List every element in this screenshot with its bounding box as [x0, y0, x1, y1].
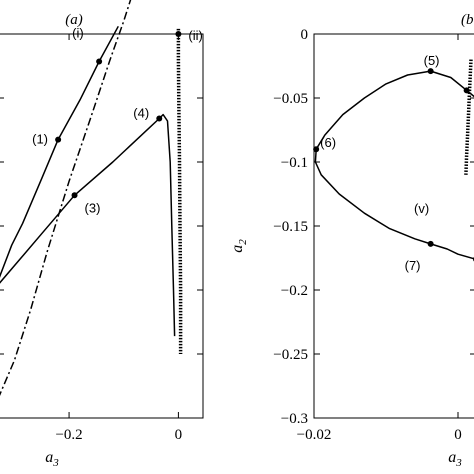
b-point-label-1: (6)	[320, 135, 336, 150]
b-point-2	[427, 240, 434, 247]
panel-b-x-axis-label: a3	[448, 449, 462, 469]
b-point-1	[313, 146, 320, 153]
panel-b-ticks: −0.02 0 0 −0.05 −0.1 −0.15 −0.2 −0.25 −0.3	[273, 27, 474, 443]
a-series-2-dashdot	[0, 0, 132, 397]
b-series-0-solid	[314, 70, 474, 260]
panel-b-y-axis-label-sub: 2	[237, 239, 249, 245]
b-ytick-label-0: 0	[301, 27, 309, 43]
a-point-label-2: (3)	[85, 200, 101, 215]
b-point-0	[427, 68, 434, 75]
b-ytick-label-6: −0.3	[281, 411, 308, 427]
a-series-3-dotted	[176, 28, 183, 354]
panel-b-x-axis-label-main: a	[448, 449, 456, 466]
panel-a-label: (a)	[65, 12, 83, 28]
panel-a-x-axis-label: a3	[45, 449, 59, 469]
panel-a-ticks: −0.2 0	[0, 34, 203, 443]
b-xtick-label-0: −0.02	[297, 427, 332, 443]
panel-b-region-label: (v)	[414, 201, 429, 216]
panel-b-points: (5)(6)(7)(iii	[313, 53, 474, 273]
panel-a-points: (1) (i) (3) (4) (ii)	[32, 26, 203, 216]
b-ytick-label-3: −0.15	[273, 219, 308, 235]
a-point-0	[55, 136, 62, 143]
b-xtick-label-1: 0	[454, 427, 462, 443]
b-ytick-label-5: −0.25	[273, 347, 308, 363]
panel-b-frame	[313, 33, 474, 419]
a-point-1	[96, 58, 103, 65]
b-ytick-label-1: −0.05	[273, 91, 308, 107]
b-ytick-label-2: −0.1	[281, 155, 308, 171]
b-point-label-2: (7)	[405, 258, 421, 273]
panel-a-frame	[0, 33, 204, 419]
a-series-1-solid	[0, 113, 176, 337]
a-point-2	[71, 192, 78, 199]
b-point-label-0: (5)	[424, 53, 440, 68]
panel-a-x-axis-label-main: a	[45, 449, 53, 466]
a-point-label-1: (i)	[72, 26, 84, 41]
b-ytick-label-4: −0.2	[281, 283, 308, 299]
panel-b-series	[314, 59, 474, 260]
b-series-1-dotted	[464, 59, 473, 175]
b-point-4	[463, 87, 470, 94]
a-point-label-4: (ii)	[188, 28, 202, 43]
chart-panel-a: (a) −0.2 0 (1) (i) (3) (4) (ii) a3	[0, 0, 204, 469]
panel-b-label: (b	[461, 12, 474, 28]
a-series-0-solid	[0, 25, 119, 278]
a-point-label-0: (1)	[32, 132, 48, 147]
chart-panel-b: (b −0.02 0 0 −0.05 −0.1 −0.15 −0.2 −0.25 −0.3 (5…	[229, 12, 474, 469]
panel-b-y-axis-label: a2	[229, 239, 249, 253]
a-point-label-3: (4)	[133, 105, 149, 120]
a-point-3	[156, 115, 163, 122]
a-xtick-label-0: −0.2	[55, 427, 82, 443]
panel-b-x-axis-label-sub: 3	[455, 457, 462, 469]
panel-b-y-axis-label-main: a	[229, 245, 246, 253]
panel-a-x-axis-label-sub: 3	[52, 457, 59, 469]
a-xtick-label-1: 0	[175, 427, 183, 443]
